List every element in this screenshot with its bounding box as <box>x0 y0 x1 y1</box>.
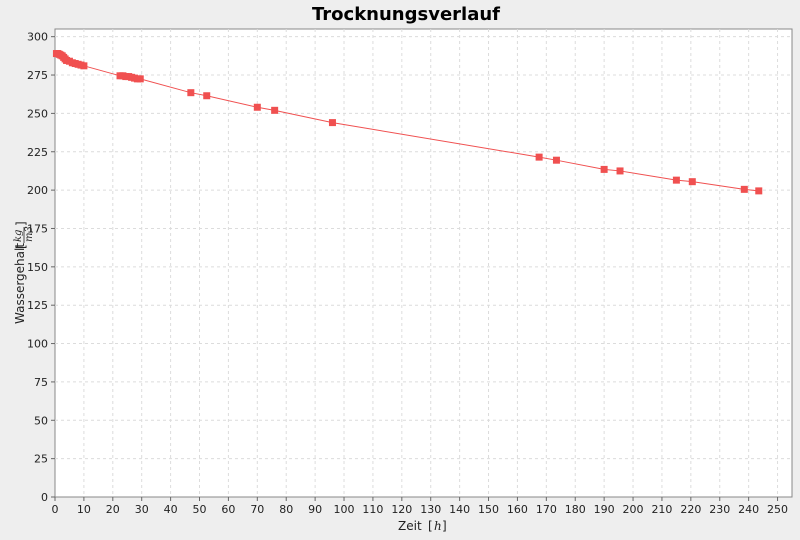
data-point <box>271 106 279 114</box>
x-tick-label: 100 <box>334 503 355 516</box>
x-tick-label: 200 <box>623 503 644 516</box>
y-tick-label: 75 <box>34 376 48 389</box>
x-tick-label: 90 <box>308 503 322 516</box>
y-axis-title: Wassergehalt <box>13 243 27 324</box>
x-axis-title: Zeit <box>398 519 422 533</box>
x-tick-label: 180 <box>565 503 586 516</box>
data-point <box>755 187 763 195</box>
data-point <box>187 89 195 97</box>
data-point <box>253 103 261 111</box>
y-tick-label: 200 <box>27 184 48 197</box>
x-tick-label: 170 <box>536 503 557 516</box>
x-tick-label: 250 <box>767 503 788 516</box>
x-tick-label: 110 <box>362 503 383 516</box>
y-tick-label: 250 <box>27 107 48 120</box>
x-unit-bracket-close: ] <box>442 519 447 533</box>
x-tick-label: 130 <box>420 503 441 516</box>
y-tick-label: 225 <box>27 146 48 159</box>
y-unit-numerator: kg <box>13 230 24 242</box>
x-tick-label: 70 <box>250 503 264 516</box>
x-tick-label: 40 <box>164 503 178 516</box>
y-unit-bracket-open: [ <box>14 244 28 249</box>
x-tick-label: 160 <box>507 503 528 516</box>
grid-lines <box>55 29 792 497</box>
y-axis-label: Wassergehalt [ kg m3 ] <box>13 221 35 324</box>
x-tick-label: 120 <box>391 503 412 516</box>
x-tick-label: 220 <box>680 503 701 516</box>
x-tick-label: 240 <box>738 503 759 516</box>
data-point <box>328 119 336 127</box>
x-tick-label: 30 <box>135 503 149 516</box>
y-tick-label: 125 <box>27 299 48 312</box>
x-tick-label: 10 <box>77 503 91 516</box>
y-tick-label: 100 <box>27 338 48 351</box>
data-point <box>672 176 680 184</box>
x-tick-label: 190 <box>594 503 615 516</box>
data-series <box>52 50 763 195</box>
x-tick-label: 20 <box>106 503 120 516</box>
data-point <box>136 75 144 83</box>
x-tick-label: 210 <box>651 503 672 516</box>
data-point <box>203 92 211 100</box>
x-tick-label: 50 <box>193 503 207 516</box>
y-tick-label: 175 <box>27 222 48 235</box>
y-tick-label: 50 <box>34 414 48 427</box>
plot-area <box>54 28 793 498</box>
x-tick-label: 230 <box>709 503 730 516</box>
y-tick-label: 275 <box>27 69 48 82</box>
x-unit: h <box>434 519 442 533</box>
x-axis-label: Zeit [ h ] <box>398 519 447 533</box>
data-point <box>600 165 608 173</box>
y-tick-label: 300 <box>27 31 48 44</box>
data-point <box>616 167 624 175</box>
data-point <box>688 178 696 186</box>
y-unit-bracket-close: ] <box>14 221 28 226</box>
data-point <box>552 156 560 164</box>
x-tick-label: 0 <box>52 503 59 516</box>
x-tick-label: 80 <box>279 503 293 516</box>
y-unit-denominator: m3 <box>24 226 35 242</box>
data-point <box>80 62 88 70</box>
x-tick-label: 140 <box>449 503 470 516</box>
x-unit-bracket-open: [ <box>428 519 433 533</box>
x-tick-label: 60 <box>221 503 235 516</box>
y-tick-label: 25 <box>34 453 48 466</box>
y-tick-label: 0 <box>41 491 48 504</box>
y-tick-label: 150 <box>27 261 48 274</box>
data-point <box>740 185 748 193</box>
data-point <box>535 153 543 161</box>
x-tick-label: 150 <box>478 503 499 516</box>
chart-title: Trocknungsverlauf <box>312 4 500 25</box>
axes: 0 10 20 30 40 50 60 70 80 90 100 110 120 130 140 150 160… <box>27 31 788 516</box>
